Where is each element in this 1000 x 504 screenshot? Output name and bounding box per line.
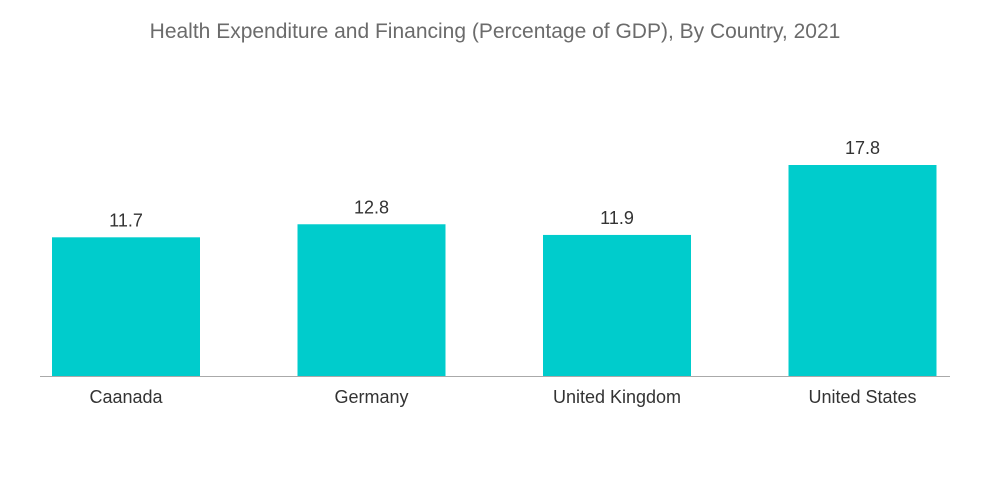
data-label: 11.9 [600, 208, 634, 228]
x-tick-label: Germany [334, 387, 408, 407]
x-tick-label: United Kingdom [553, 387, 681, 407]
bar-germany [297, 224, 446, 376]
x-axis-ticks-layer: Caanada Germany United Kingdom United State… [89, 387, 916, 407]
bar-united-kingdom [543, 234, 691, 376]
chart-title: Health Expenditure and Financing (Percen… [150, 20, 841, 43]
data-label: 17.8 [845, 138, 880, 158]
data-labels-layer: 11.7 12.8 11.9 17.8 [109, 138, 880, 230]
data-label: 11.7 [109, 210, 143, 230]
data-label: 12.8 [354, 197, 389, 217]
x-tick-label: United States [808, 387, 916, 407]
bar-caanada [52, 237, 200, 376]
x-tick-label: Caanada [89, 387, 163, 407]
bar-united-states [788, 165, 937, 376]
bars-layer [52, 165, 937, 376]
